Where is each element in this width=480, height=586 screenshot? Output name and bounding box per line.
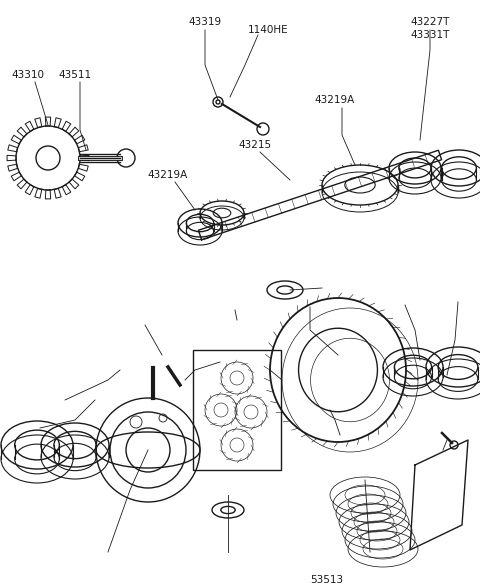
Text: 43219A: 43219A	[148, 170, 188, 180]
Text: 43511: 43511	[59, 70, 92, 80]
Bar	[193, 350, 281, 470]
Text: 1140HE: 1140HE	[248, 25, 288, 35]
Text: 43227T: 43227T	[410, 17, 450, 27]
Text: 43319: 43319	[189, 17, 222, 27]
Text: 43215: 43215	[239, 140, 272, 150]
Text: 53513: 53513	[310, 575, 343, 585]
Text: 43331T: 43331T	[410, 30, 450, 40]
Text: 43310: 43310	[12, 70, 45, 80]
Text: 43219A: 43219A	[315, 95, 355, 105]
